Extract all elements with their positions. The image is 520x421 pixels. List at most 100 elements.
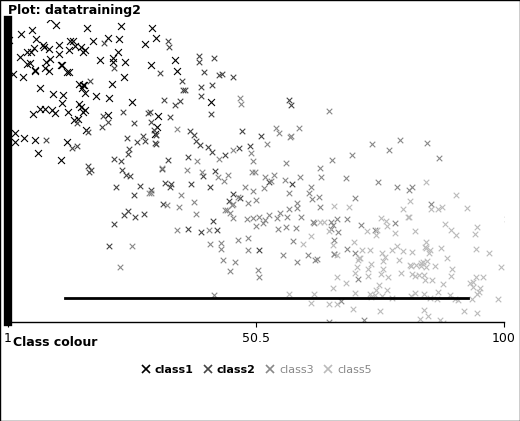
class1	[81, 47, 89, 54]
class1	[80, 81, 88, 88]
class3	[252, 223, 261, 229]
class3	[224, 171, 232, 178]
class1	[171, 56, 179, 63]
class5	[460, 308, 468, 314]
class3	[293, 205, 301, 212]
class2	[151, 140, 160, 147]
class3	[214, 173, 222, 180]
class3	[190, 198, 198, 205]
Legend: class1, class2, class3, class5: class1, class2, class3, class5	[136, 360, 376, 379]
class1	[20, 135, 29, 142]
class2	[42, 136, 50, 143]
class3	[251, 169, 259, 176]
class3	[308, 218, 317, 225]
class2	[285, 96, 293, 103]
class3	[210, 292, 218, 298]
class1	[41, 9, 49, 16]
class3	[219, 257, 227, 264]
class5	[439, 281, 448, 288]
class3	[233, 237, 242, 244]
class2	[288, 180, 296, 187]
class5	[379, 266, 387, 272]
class3	[336, 298, 345, 304]
class3	[175, 203, 184, 210]
class1	[79, 82, 87, 89]
class2	[200, 68, 209, 75]
class3	[405, 187, 413, 193]
class1	[58, 100, 67, 107]
class1	[9, 70, 17, 77]
class5	[421, 243, 429, 250]
class3	[229, 147, 237, 154]
class3	[259, 220, 267, 226]
class5	[420, 307, 428, 314]
class3	[252, 196, 261, 203]
class5	[435, 317, 444, 324]
class5	[437, 245, 446, 251]
class5	[310, 291, 318, 298]
class2	[197, 229, 205, 235]
class1	[207, 99, 215, 105]
class5	[379, 258, 387, 264]
class1	[23, 49, 31, 56]
class3	[163, 201, 171, 208]
class5	[427, 205, 435, 212]
class1	[104, 35, 112, 41]
class5	[353, 264, 361, 270]
class5	[473, 290, 481, 297]
class3	[292, 224, 300, 231]
class3	[192, 157, 201, 164]
class3	[183, 167, 191, 174]
class5	[407, 293, 415, 299]
class1	[70, 117, 78, 123]
class3	[275, 130, 283, 136]
class5	[422, 263, 431, 270]
class3	[287, 133, 295, 140]
class5	[447, 273, 455, 280]
class3	[285, 189, 293, 196]
class5	[349, 239, 358, 245]
class5	[356, 254, 364, 261]
class2	[208, 149, 216, 156]
class5	[377, 214, 385, 221]
class3	[244, 199, 252, 206]
class5	[420, 272, 428, 278]
class1	[36, 105, 44, 112]
class3	[385, 147, 394, 153]
class1	[31, 68, 40, 75]
class5	[404, 325, 412, 332]
class3	[373, 179, 382, 186]
class1	[25, 5, 34, 12]
class2	[155, 69, 164, 76]
class1	[48, 107, 56, 114]
class5	[411, 262, 420, 269]
class2	[140, 210, 148, 217]
class3	[286, 133, 294, 140]
class2	[265, 178, 274, 185]
class2	[208, 82, 216, 88]
class2	[147, 187, 155, 194]
class3	[293, 258, 301, 265]
class2	[122, 171, 130, 178]
class5	[426, 247, 434, 253]
class5	[315, 326, 323, 333]
class1	[40, 43, 48, 50]
class2	[99, 112, 107, 119]
class5	[448, 266, 456, 272]
class3	[329, 251, 337, 258]
class2	[140, 138, 149, 144]
class2	[206, 184, 214, 190]
class3	[327, 226, 335, 232]
class3	[327, 218, 335, 225]
class1	[105, 95, 113, 101]
class1	[0, 61, 4, 68]
class2	[197, 92, 205, 99]
class1	[18, 74, 27, 81]
class2	[209, 218, 217, 224]
class3	[316, 203, 324, 210]
class5	[373, 226, 381, 233]
class1	[0, 116, 1, 123]
class2	[186, 128, 194, 135]
class3	[249, 214, 257, 221]
class5	[475, 289, 483, 296]
